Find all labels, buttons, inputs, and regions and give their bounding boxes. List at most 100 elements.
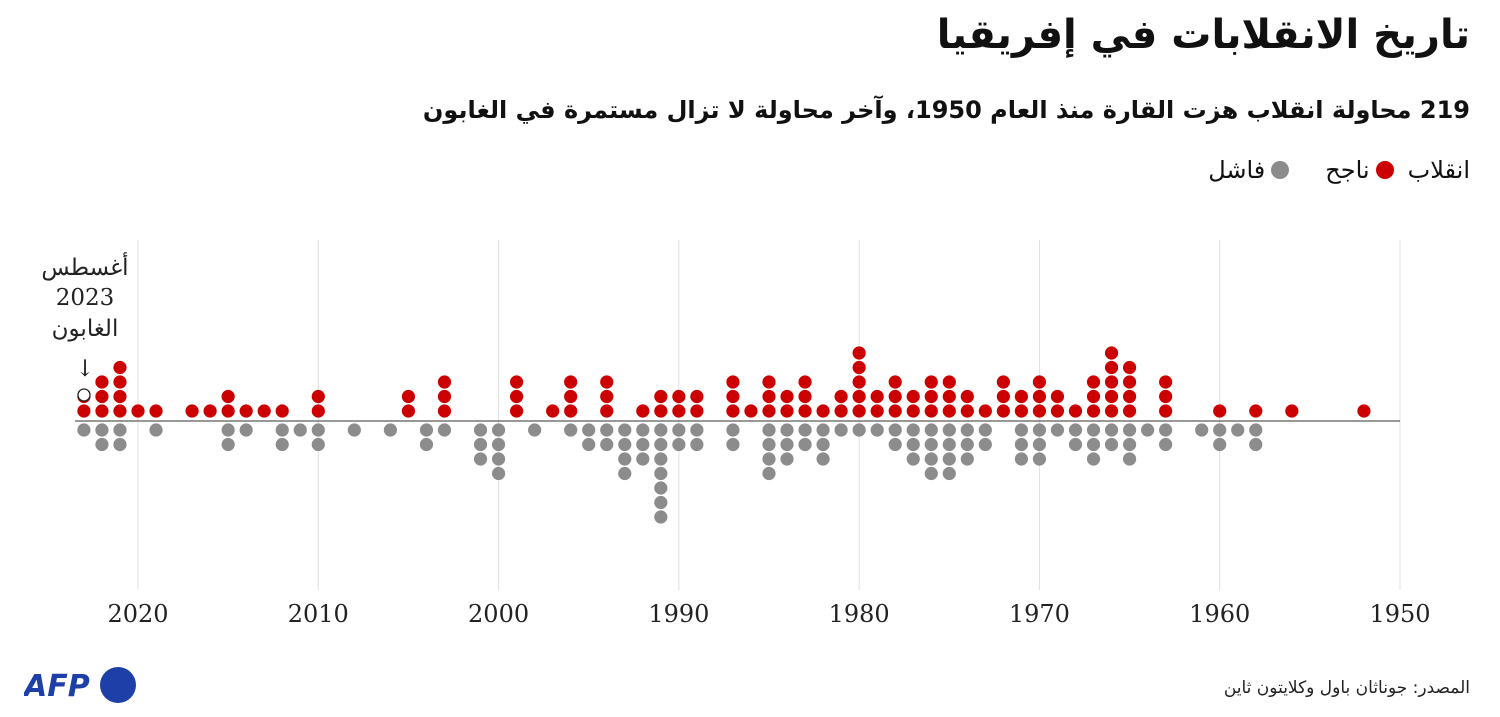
- source-note: المصدر: جوناثان باول وكلايتون ثاين: [1223, 678, 1470, 698]
- dot-success-1989-1: [690, 389, 704, 404]
- dot-success-1983-0: [798, 404, 812, 418]
- dot-success-1991-0: [654, 404, 668, 418]
- dot-failed-2023-0: [77, 423, 91, 437]
- dot-success-1971-1: [1014, 389, 1028, 404]
- dot-failed-1981-0: [834, 423, 848, 437]
- dot-failed-2012-1: [275, 437, 289, 452]
- legend-label-failed: فاشل: [1208, 156, 1266, 184]
- dot-success-1982-0: [816, 404, 830, 418]
- dot-failed-2019-0: [149, 423, 163, 437]
- dot-success-1970-0: [1032, 404, 1047, 418]
- dot-success-2013-0: [257, 404, 271, 418]
- dot-failed-2011-0: [293, 423, 307, 437]
- dot-success-1978-2: [888, 375, 902, 389]
- dot-success-1966-0: [1104, 404, 1119, 418]
- dot-success-1972-0: [996, 404, 1010, 418]
- dot-failed-2010-0: [311, 423, 325, 437]
- x-tick-2020: 2020: [107, 600, 168, 628]
- dot-failed-1978-1: [888, 437, 902, 452]
- dot-success-2022-1: [95, 389, 109, 404]
- dot-success-1975-0: [942, 404, 956, 418]
- dot-success-1972-1: [996, 389, 1010, 404]
- x-tick-2000: 2000: [468, 600, 529, 628]
- dot-failed-1982-1: [816, 437, 830, 452]
- dot-success-1967-2: [1086, 375, 1101, 389]
- dot-success-1996-1: [564, 389, 578, 404]
- legend-swatch-failed: [1271, 161, 1290, 179]
- dot-success-1956-0: [1285, 404, 1299, 418]
- dot-failed-1992-0: [636, 423, 650, 437]
- dot-success-1963-1: [1159, 389, 1173, 404]
- dot-failed-2001-1: [473, 437, 488, 452]
- dot-failed-2015-1: [221, 437, 235, 452]
- dot-failed-1993-3: [618, 466, 632, 481]
- dot-failed-1979-0: [870, 423, 884, 437]
- dot-success-1999-2: [509, 375, 524, 389]
- dot-failed-1970-0: [1032, 423, 1047, 437]
- dot-success-1990-1: [672, 389, 686, 404]
- dot-success-1974-1: [960, 389, 974, 404]
- dot-failed-1984-0: [780, 423, 794, 437]
- dot-success-1975-2: [942, 375, 956, 389]
- x-tick-1970: 1970: [1009, 600, 1070, 628]
- dot-success-1996-0: [564, 404, 578, 418]
- dot-failed-2022-1: [95, 437, 109, 452]
- dot-success-2010-0: [311, 404, 325, 418]
- dot-success-2003-2: [437, 375, 452, 389]
- dot-failed-1973-1: [978, 437, 992, 452]
- dot-failed-1980-0: [852, 423, 866, 437]
- dot-failed-1987-1: [726, 437, 740, 452]
- dot-failed-1969-0: [1050, 423, 1065, 437]
- dot-success-1989-0: [690, 404, 704, 418]
- dot-failed-2000-0: [491, 423, 506, 437]
- dot-failed-2015-0: [221, 423, 235, 437]
- afp-logo-text: AFP: [24, 669, 90, 704]
- dot-success-1965-2: [1122, 375, 1137, 389]
- dot-failed-2006-0: [383, 423, 397, 437]
- dot-failed-1982-0: [816, 423, 830, 437]
- dot-success-1966-1: [1104, 389, 1119, 404]
- dot-failed-1989-0: [690, 423, 704, 437]
- dot-success-2021-1: [113, 389, 127, 404]
- dot-failed-1993-1: [618, 437, 632, 452]
- x-tick-1990: 1990: [648, 600, 709, 628]
- dot-success-1990-0: [672, 404, 686, 418]
- dot-success-2022-2: [95, 375, 109, 389]
- dot-failed-1977-1: [906, 437, 920, 452]
- gabon-annotation: أغسطس 2023 الغابون ↓: [41, 252, 129, 402]
- dot-failed-1974-0: [960, 423, 974, 437]
- dot-success-1976-1: [924, 389, 938, 404]
- dot-success-1994-1: [600, 389, 614, 404]
- dot-failed-1993-0: [618, 423, 632, 437]
- dot-failed-2010-1: [311, 437, 325, 452]
- dot-success-1984-0: [780, 404, 794, 418]
- dot-failed-1984-2: [780, 452, 794, 466]
- x-tick-1980: 1980: [829, 600, 890, 628]
- dot-success-1978-1: [888, 389, 902, 404]
- dot-failed-1967-2: [1086, 452, 1101, 466]
- dot-failed-2004-0: [419, 423, 434, 437]
- dot-failed-1996-0: [564, 423, 578, 437]
- dot-success-1977-1: [906, 389, 920, 404]
- dot-failed-1987-0: [726, 423, 740, 437]
- dot-success-1973-0: [978, 404, 992, 418]
- dot-success-1965-3: [1122, 360, 1137, 375]
- dot-success-1981-1: [834, 389, 848, 404]
- dot-failed-1975-2: [942, 452, 956, 466]
- dot-success-1970-1: [1032, 389, 1047, 404]
- dot-failed-1970-2: [1032, 452, 1047, 466]
- dot-failed-2008-0: [347, 423, 361, 437]
- dot-failed-1982-2: [816, 452, 830, 466]
- dot-failed-2001-2: [473, 452, 488, 466]
- dot-success-1970-2: [1032, 375, 1047, 389]
- dot-failed-1976-1: [924, 437, 938, 452]
- afp-logo: AFP: [22, 663, 144, 711]
- dot-failed-1991-2: [654, 452, 668, 466]
- dot-failed-1985-1: [762, 437, 776, 452]
- dot-failed-1963-0: [1159, 423, 1173, 437]
- dot-failed-1976-2: [924, 452, 938, 466]
- dot-success-1981-0: [834, 404, 848, 418]
- dot-failed-1971-2: [1014, 452, 1028, 466]
- annotation-arrow: ↓: [75, 356, 94, 382]
- dot-failed-1959-0: [1231, 423, 1245, 437]
